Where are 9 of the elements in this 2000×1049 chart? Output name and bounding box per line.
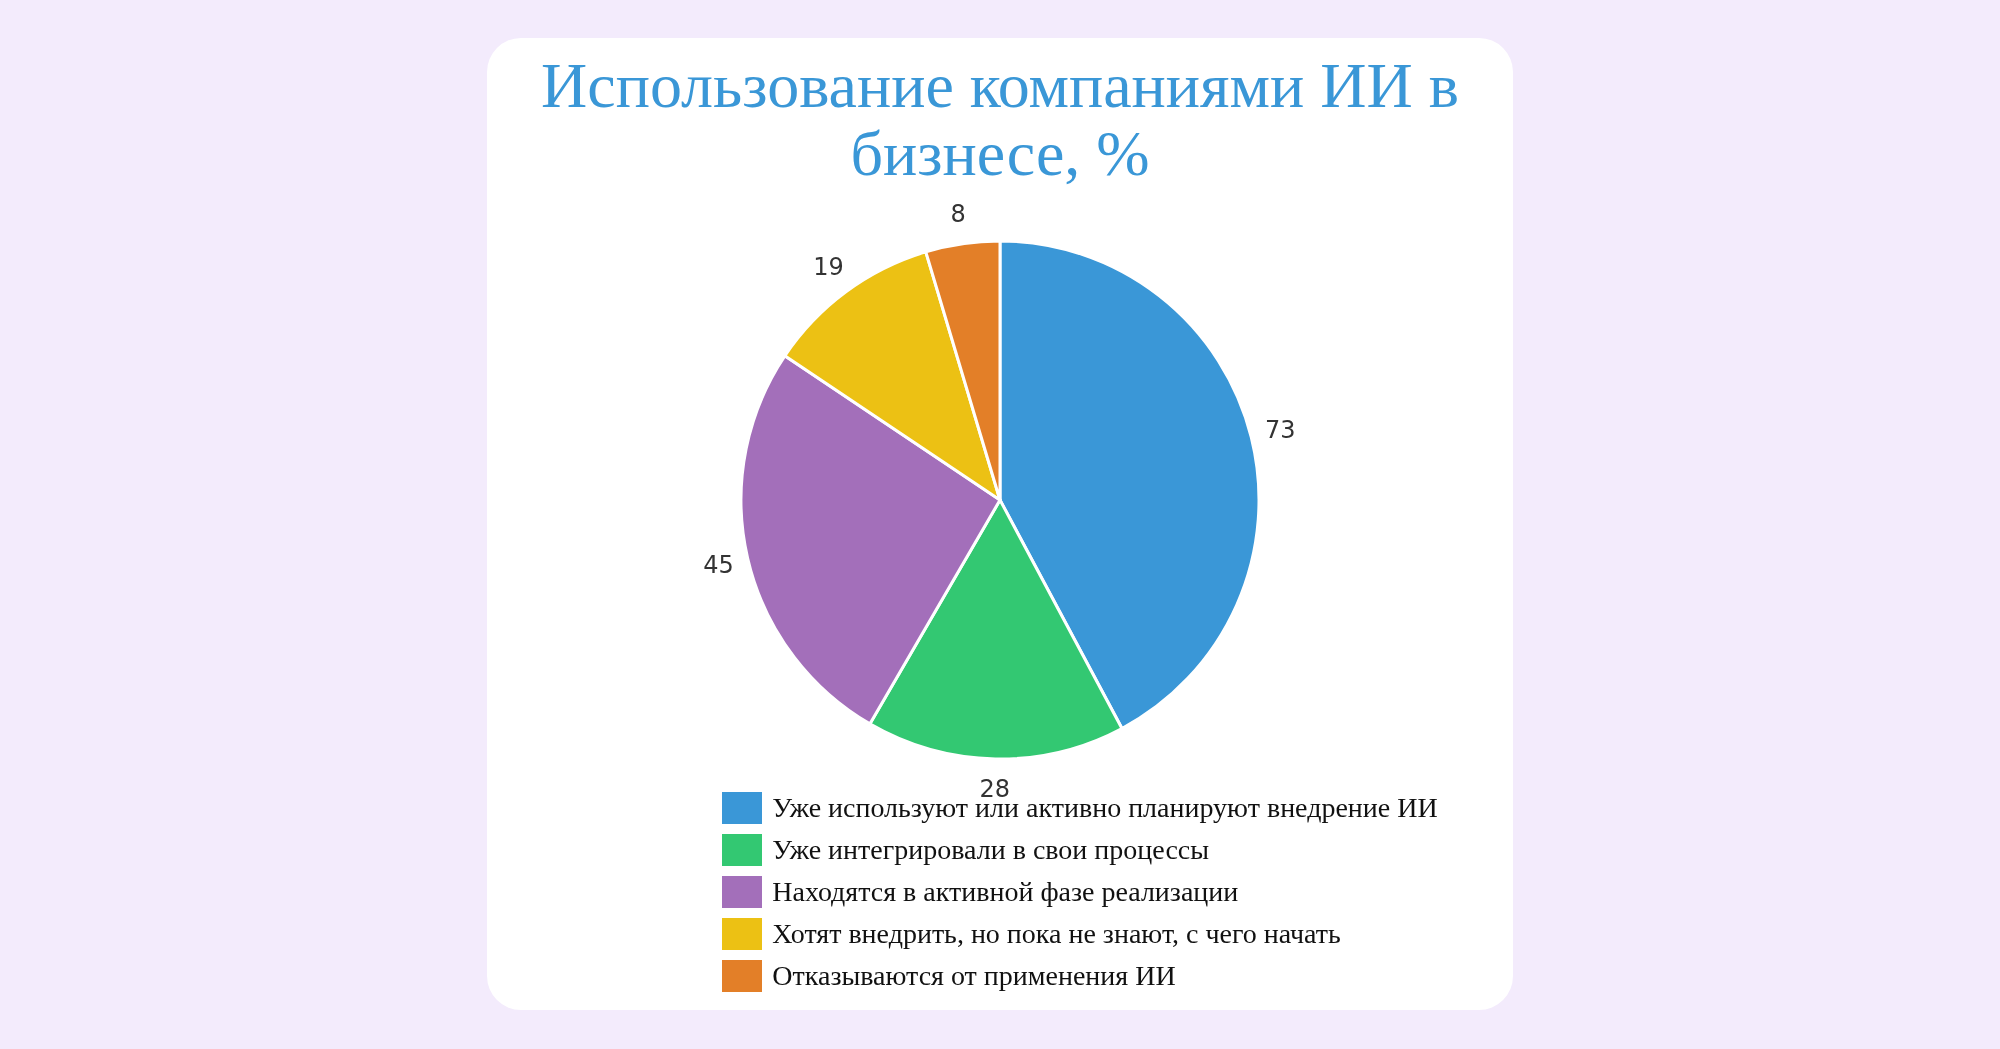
data-label: 45	[703, 551, 734, 580]
data-label: 73	[1265, 415, 1296, 444]
chart-title: Использование компаниями ИИ в бизнесе, %	[540, 50, 1460, 189]
data-label: 19	[813, 253, 844, 282]
legend-label: Отказываются от применения ИИ	[772, 959, 1176, 993]
data-label: 8	[950, 200, 966, 229]
legend-label: Уже интегрировали в свои процессы	[772, 833, 1210, 867]
legend-label: Находятся в активной фазе реализации	[772, 875, 1239, 909]
legend-label: Хотят внедрить, но пока не знают, с чего начать	[772, 917, 1341, 951]
